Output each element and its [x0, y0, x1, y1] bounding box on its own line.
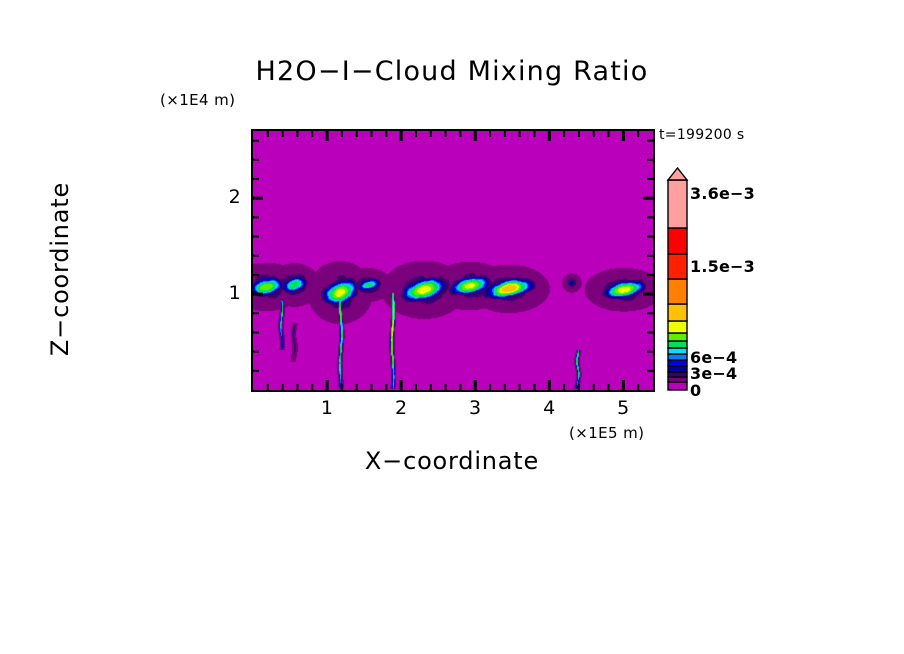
contour-field-canvas	[253, 131, 653, 390]
colorbar-band	[667, 381, 688, 391]
colorbar-band	[667, 332, 688, 342]
colorbar-tick-label: 6e−4	[690, 348, 738, 367]
x-tick-label: 4	[543, 397, 556, 419]
colorbar-band	[667, 376, 688, 383]
y-axis-title: Z−coordinate	[46, 181, 74, 357]
x-axis-title: X−coordinate	[364, 447, 540, 475]
x-axis-unit-caption: (×1E5 m)	[569, 424, 645, 442]
colorbar-band	[667, 347, 688, 355]
colorbar-band	[667, 353, 688, 361]
colorbar-band	[667, 365, 688, 373]
colorbar-band	[667, 227, 688, 255]
colorbar-tick-label: 0	[690, 381, 702, 400]
contour-plot-area	[253, 131, 653, 390]
y-tick-label: 2	[228, 186, 241, 209]
colorbar-band	[667, 179, 688, 229]
colorbar-band	[667, 278, 688, 305]
colorbar-tick-label: 3.6e−3	[690, 184, 755, 203]
colorbar: 3.6e−3 1.5e−3 6e−4 3e−4 0	[660, 160, 890, 400]
z-axis-unit-caption: (×1E4 m)	[160, 91, 236, 109]
colorbar-band	[667, 303, 688, 322]
page-title: H2O−I−Cloud Mixing Ratio	[255, 56, 649, 87]
x-tick-label: 3	[469, 397, 482, 419]
x-tick-label: 1	[320, 397, 334, 419]
x-tick-label: 5	[617, 397, 630, 419]
colorbar-band	[667, 320, 688, 334]
colorbar-tick-label: 3e−4	[690, 364, 738, 383]
colorbar-band	[667, 371, 688, 378]
colorbar-tick-label: 1.5e−3	[690, 257, 755, 276]
colorbar-band	[667, 359, 688, 367]
colorbar-band	[667, 340, 688, 349]
x-tick-label: 2	[394, 397, 408, 419]
timestamp-label: t=199200 s	[659, 127, 745, 143]
colorbar-arrow-tip	[666, 166, 689, 181]
y-tick-label: 1	[228, 282, 241, 305]
colorbar-band	[667, 253, 688, 280]
